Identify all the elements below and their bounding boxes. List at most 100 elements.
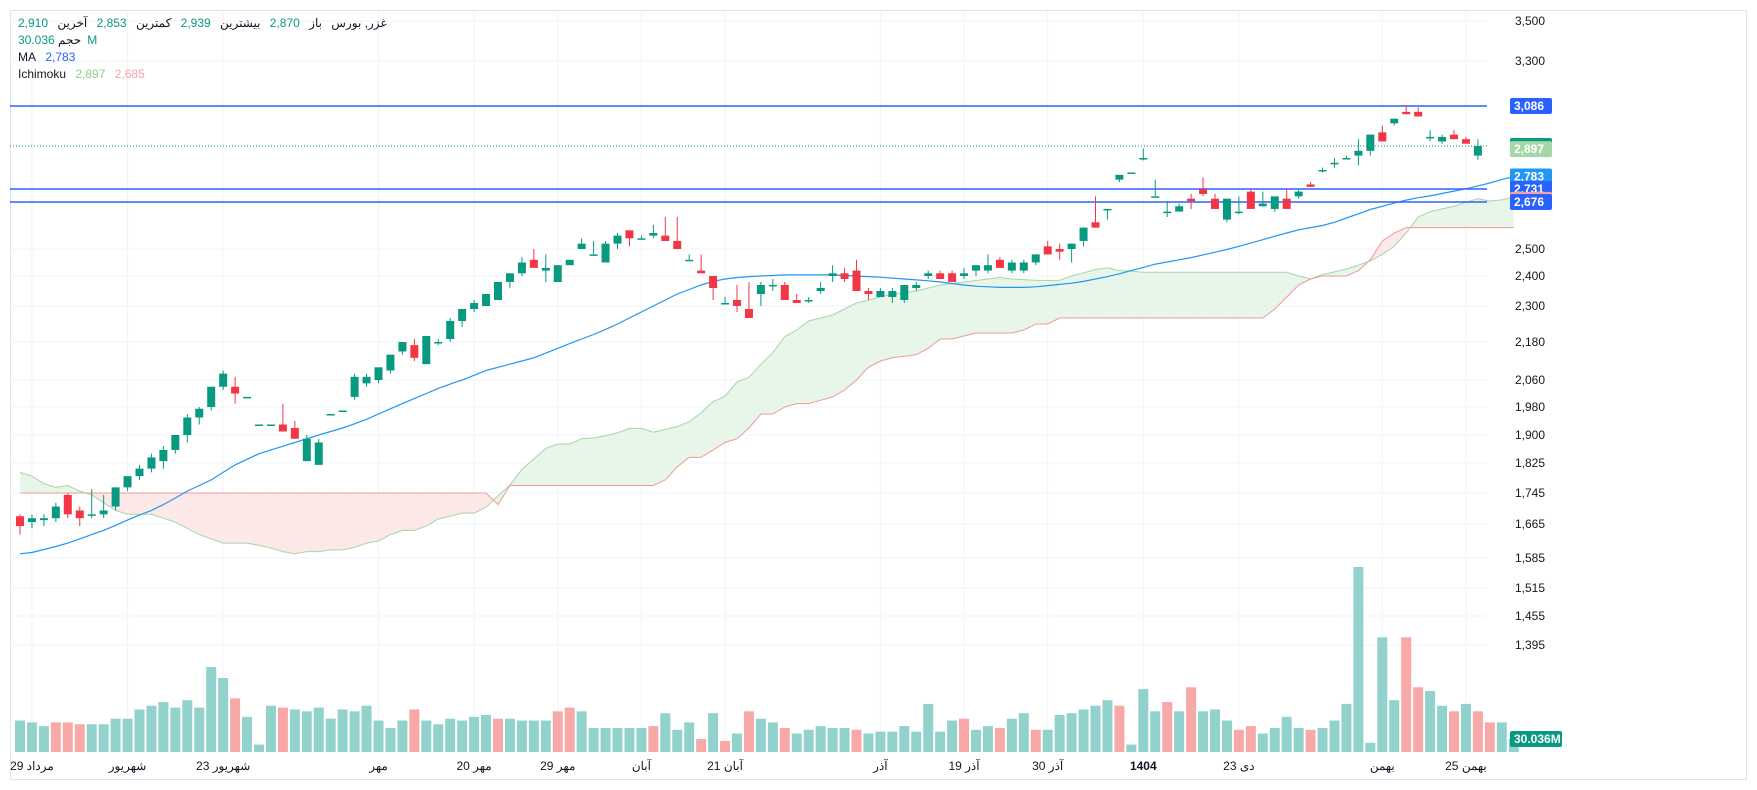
candle-body [1354,150,1363,156]
candle-body [972,265,980,271]
ichimoku-cloud-segment [677,421,690,467]
ichimoku-cloud-segment [689,412,702,458]
ichimoku-cloud-segment [629,428,642,486]
x-axis-label: 19 آذر [948,758,980,773]
ichimoku-cloud-segment [247,493,259,546]
candle-body [637,238,646,240]
ichimoku-cloud-segment [952,282,965,339]
candle-body [900,285,909,300]
candle-body [111,487,120,507]
candle-body [1175,206,1184,212]
ichimoku-cloud-segment [1215,272,1227,318]
volume-bar [301,711,312,752]
price-tag-label: 2,897 [1514,142,1544,156]
ichimoku-cloud-segment [665,426,678,480]
candle-body [888,291,897,297]
volume-bar [313,707,324,752]
volume-bar [552,711,563,752]
ichimoku-cloud-segment [832,309,845,397]
ichimoku-cloud-segment [701,401,714,458]
volume-bar [50,722,61,752]
candle-body [744,309,753,318]
legend-ma-label[interactable]: MA [18,50,36,64]
ichimoku-cloud-segment [725,382,737,443]
volume-bar [899,726,910,752]
x-axis-label: 20 مهر [456,759,491,773]
legend-ichimoku-label[interactable]: Ichimoku [18,67,67,81]
volume-bar [743,711,754,752]
ichimoku-cloud-segment [1095,267,1108,318]
candle-body [960,273,969,276]
volume-bar [122,718,133,752]
candle-body [721,303,730,305]
candle-body [51,506,60,519]
x-axis-label: آبان [632,758,652,773]
price-tag-bg [1510,168,1552,185]
ichimoku-cloud-segment [784,330,797,407]
volume-bar [564,707,575,752]
ichimoku-cloud-segment [1489,199,1502,228]
x-axis-label: 21 آبان [707,758,743,773]
ichimoku-cloud-segment [342,493,355,550]
ichimoku-cloud-segment [1226,272,1239,318]
candle-body [87,514,96,516]
ichimoku-cloud-segment [20,472,32,493]
volume-bar [1030,729,1041,752]
y-axis-label: 1,515 [1515,581,1545,595]
price-tag: 2,783 [1510,168,1552,185]
volume-bar [1198,711,1209,752]
candle-body [458,309,467,321]
ichimoku-cloud-segment [1465,198,1478,228]
ichimoku-cloud-segment [928,285,941,349]
candle-body [852,270,861,291]
volume-bar [1449,711,1459,752]
candle-body [565,259,574,266]
candle-body [756,285,765,294]
ichimoku-cloud-segment [1477,198,1490,228]
volume-bar [875,731,886,752]
chart-frame[interactable] [10,10,1747,780]
candle-body [709,276,718,288]
candle-body [171,435,180,450]
candle-body [243,396,252,399]
ichimoku-cloud-segment [521,458,534,486]
volume-bar [433,724,444,752]
y-axis-label: 1,455 [1515,609,1545,623]
volume-bar [1114,705,1125,752]
volume-bar [493,718,503,752]
ichimoku-cloud-segment [713,396,726,450]
volume-bar [457,720,468,752]
candle-body [1246,191,1255,209]
volume-bar [397,720,408,752]
candle-body [99,510,108,515]
legend-volume-label[interactable]: حجم [58,33,82,47]
ichimoku-cloud-segment [641,428,654,486]
ichimoku-cloud-segment [414,493,427,531]
candle-body [697,270,706,274]
ichimoku-cloud-segment [223,493,236,544]
ichimoku-cloud-segment [772,336,785,414]
volume-bar [803,729,814,752]
legend-ichimoku-b: 2,685 [114,67,145,81]
volume-bar [1353,567,1364,752]
volume-bar [481,715,492,752]
candle-body [876,291,885,297]
candle-body [529,259,538,268]
volume-bar [540,720,551,752]
candle-body [577,243,586,249]
candle-body [1258,203,1267,207]
candle-body [1055,249,1064,252]
ichimoku-cloud-segment [1131,271,1144,318]
ichimoku-cloud-segment [1035,280,1048,324]
candle-body [422,336,431,365]
ichimoku-cloud-segment [545,443,558,486]
volume-bar [421,720,432,752]
ichimoku-cloud-segment [1023,279,1036,330]
legend-symbol[interactable]: غزر, بورس [331,16,387,30]
volume-bar [911,731,922,752]
volume-bar [15,720,25,752]
volume-bar [982,726,993,752]
candle-body [410,345,419,358]
ichimoku-cloud-segment [1382,232,1395,255]
